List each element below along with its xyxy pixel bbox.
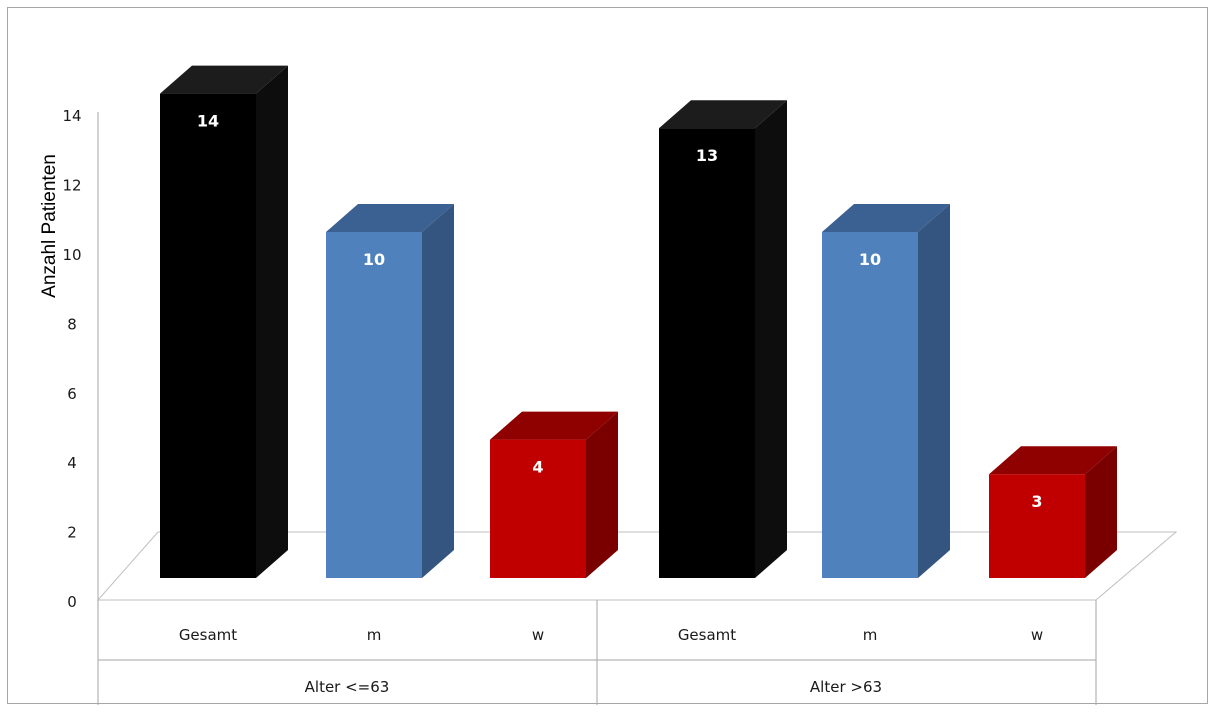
data-label: 3 (1031, 492, 1042, 511)
bar-top (160, 65, 288, 94)
bar-side (422, 204, 454, 578)
bar-top (326, 204, 454, 232)
bar-side (1085, 446, 1117, 578)
category-labels: Gesamt m w Gesamt m w (179, 626, 1043, 644)
data-label: 13 (696, 146, 718, 165)
category-label: w (532, 626, 544, 644)
bars: 14 10 4 13 10 3 (160, 65, 1117, 579)
bar-front (822, 232, 918, 578)
y-tick-label: 12 (62, 177, 81, 195)
y-tick-label: 6 (67, 385, 77, 403)
bar-side (586, 411, 618, 578)
y-tick-label: 8 (67, 315, 77, 333)
bar-side (755, 100, 787, 578)
bar-top (490, 411, 618, 440)
category-label: m (863, 626, 878, 644)
category-label: Gesamt (179, 626, 237, 644)
y-tick-label: 2 (67, 524, 77, 542)
bar-front (989, 474, 1085, 578)
bar: 13 (659, 100, 787, 578)
bar: 4 (490, 411, 618, 578)
y-tick-label: 4 (67, 454, 77, 472)
y-tick-label: 0 (67, 593, 77, 611)
bar-front (490, 439, 586, 578)
bar-top (822, 204, 950, 232)
bar-side (256, 65, 288, 579)
bar-top (989, 446, 1117, 475)
group-label: Alter <=63 (305, 678, 390, 696)
data-label: 4 (532, 458, 543, 477)
bar-front (659, 128, 755, 578)
category-label: w (1031, 626, 1043, 644)
category-label: m (367, 626, 382, 644)
bar: 3 (989, 446, 1117, 578)
data-label: 10 (859, 250, 881, 269)
data-label: 10 (363, 250, 385, 269)
bar: 10 (326, 204, 454, 578)
data-label: 14 (197, 112, 219, 131)
bar-front (326, 232, 422, 578)
bar-front (160, 93, 256, 578)
category-label: Gesamt (678, 626, 736, 644)
y-tick-label: 10 (62, 246, 81, 264)
y-tick-labels: 0 2 4 6 8 10 12 14 (62, 107, 81, 611)
bar-top (659, 100, 787, 129)
bar-side (918, 204, 950, 578)
group-labels: Alter <=63 Alter >63 (305, 678, 882, 696)
group-label: Alter >63 (810, 678, 882, 696)
bar: 14 (160, 65, 288, 579)
bar: 10 (822, 204, 950, 578)
y-tick-label: 14 (62, 107, 81, 125)
y-axis-title: Anzahl Patienten (39, 154, 60, 298)
